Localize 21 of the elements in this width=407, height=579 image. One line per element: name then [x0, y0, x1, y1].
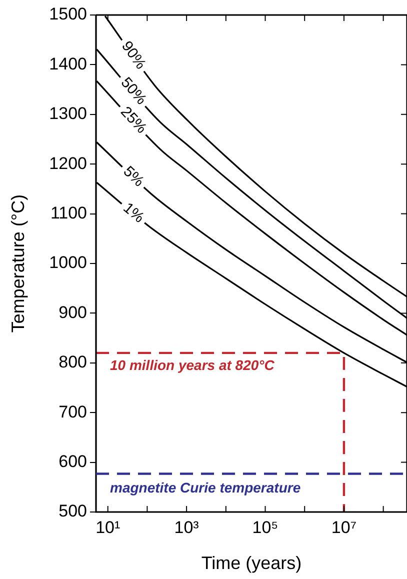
- y-tick-label: 1300: [49, 104, 87, 124]
- y-tick-label: 1400: [49, 54, 87, 74]
- x-tick-label: 10³: [174, 518, 200, 537]
- ref-line-label: magnetite Curie temperature: [110, 480, 301, 496]
- y-tick-label: 1100: [50, 203, 87, 222]
- x-axis-title: Time (years): [201, 553, 302, 574]
- y-tick-label: 1200: [49, 154, 87, 173]
- x-tick-label: 10⁷: [331, 518, 356, 537]
- y-tick-label: 1500: [49, 4, 87, 24]
- legend-label: 1%: [120, 199, 148, 226]
- y-tick-label: 1000: [49, 253, 87, 272]
- text: 5%: [120, 162, 148, 190]
- annotation: 10 million years at 820°C: [110, 356, 276, 373]
- y-tick-label: 800: [58, 352, 87, 372]
- y-axis-title: Temperature (°C): [8, 194, 28, 333]
- y-tick-label: 700: [58, 402, 87, 422]
- x-tick-label: 10¹: [96, 518, 120, 537]
- x-tick-label: 10⁵: [252, 518, 278, 537]
- y-tick-label: 900: [58, 302, 87, 322]
- y-tick-label: 600: [58, 452, 87, 471]
- y-tick-label: 500: [58, 502, 87, 521]
